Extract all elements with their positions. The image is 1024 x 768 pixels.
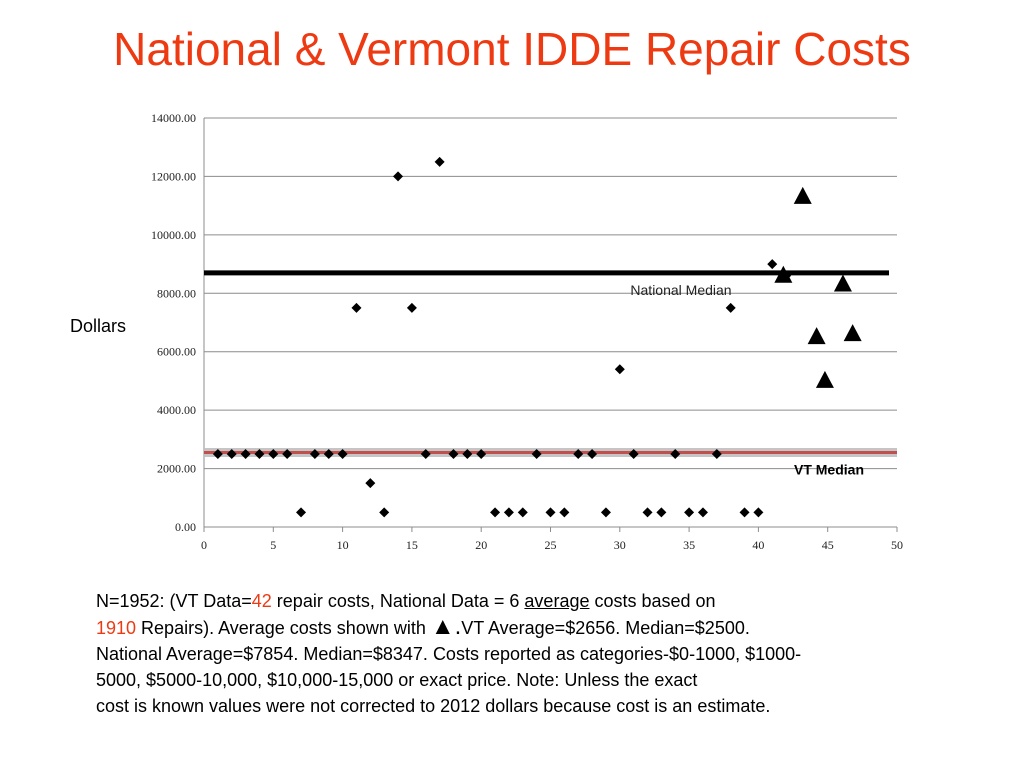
y-tick-label: 4000.00 — [157, 403, 196, 417]
x-tick-label: 25 — [545, 538, 557, 552]
caption-text: costs based on — [589, 591, 716, 611]
data-point-triangle — [774, 265, 793, 283]
data-point-diamond — [517, 507, 528, 518]
data-point-diamond — [240, 448, 251, 459]
data-point-diamond — [462, 448, 473, 459]
x-tick-label: 10 — [337, 538, 349, 552]
x-tick-label: 15 — [406, 538, 418, 552]
slide-title: National & Vermont IDDE Repair Costs — [113, 23, 911, 75]
data-point-diamond — [254, 448, 265, 459]
data-point-diamond — [628, 448, 639, 459]
data-point-diamond — [448, 448, 459, 459]
data-point-diamond — [573, 448, 584, 459]
data-point-diamond — [282, 448, 293, 459]
data-point-diamond — [684, 507, 695, 518]
data-point-diamond — [406, 302, 417, 313]
y-tick-label: 12000.00 — [151, 169, 196, 183]
x-tick-label: 0 — [201, 538, 207, 552]
vt-median-label: VT Median — [794, 462, 864, 478]
x-tick-label: 45 — [822, 538, 834, 552]
caption-text: 5000, $5000-10,000, $10,000-15,000 or ex… — [96, 670, 698, 690]
x-tick-label: 50 — [891, 538, 903, 552]
data-point-diamond — [420, 448, 431, 459]
y-axis-label: Dollars — [70, 316, 127, 336]
data-point-diamond — [531, 448, 542, 459]
data-point-triangle — [815, 370, 834, 388]
data-point-diamond — [559, 507, 570, 518]
data-points — [212, 156, 862, 518]
x-tick-label: 20 — [475, 538, 487, 552]
chart-axes: 0.00 2000.00 4000.00 6000.00 8000.00 10000.00… — [151, 111, 903, 552]
data-point-diamond — [212, 448, 223, 459]
data-point-diamond — [642, 507, 653, 518]
national-median-label: National Median — [630, 282, 731, 298]
data-point-diamond — [296, 507, 307, 518]
data-point-diamond — [739, 507, 750, 518]
caption-text: average — [524, 591, 590, 611]
data-point-diamond — [600, 507, 611, 518]
y-tick-label: 0.00 — [175, 520, 196, 534]
caption-text: cost is known values were not corrected … — [96, 696, 771, 716]
data-point-diamond — [753, 507, 764, 518]
data-point-diamond — [545, 507, 556, 518]
data-point-diamond — [268, 448, 279, 459]
y-tick-label: 14000.00 — [151, 111, 196, 125]
data-point-diamond — [490, 507, 501, 518]
data-point-diamond — [323, 448, 334, 459]
data-point-diamond — [337, 448, 348, 459]
data-point-diamond — [697, 507, 708, 518]
data-point-diamond — [434, 156, 445, 167]
data-point-diamond — [725, 302, 736, 313]
vt-count: 42 — [251, 591, 272, 611]
caption-text: repair costs, National Data = 6 — [271, 591, 525, 611]
data-point-diamond — [670, 448, 681, 459]
data-point-triangle — [843, 324, 862, 342]
data-point-diamond — [365, 478, 376, 489]
data-point-diamond — [587, 448, 598, 459]
x-tick-label: 40 — [752, 538, 764, 552]
caption: N=1952: (VT Data=42 repair costs, Nation… — [96, 588, 996, 719]
caption-text: N=1952: (VT Data= — [96, 591, 252, 611]
caption-text: VT Average=$2656. Median=$2500. — [461, 618, 750, 638]
scatter-chart: 0.00 2000.00 4000.00 6000.00 8000.00 10000.00… — [151, 111, 903, 552]
national-count: 1910 — [96, 618, 137, 638]
data-point-diamond — [503, 507, 514, 518]
triangle-icon: ▲. — [430, 613, 462, 640]
y-tick-label: 8000.00 — [157, 286, 196, 300]
x-tick-label: 30 — [614, 538, 626, 552]
data-point-diamond — [351, 302, 362, 313]
data-point-diamond — [226, 448, 237, 459]
data-point-diamond — [379, 507, 390, 518]
x-tick-label: 5 — [270, 538, 276, 552]
data-point-diamond — [767, 259, 778, 270]
data-point-diamond — [476, 448, 487, 459]
reference-lines: National Median VT Median — [204, 270, 897, 478]
data-point-triangle — [833, 274, 852, 292]
x-tick-label: 35 — [683, 538, 695, 552]
data-point-triangle — [807, 327, 826, 345]
caption-text: National Average=$7854. Median=$8347. Co… — [96, 644, 802, 664]
data-point-diamond — [711, 448, 722, 459]
data-point-triangle — [793, 186, 812, 204]
data-point-diamond — [393, 171, 404, 182]
y-tick-label: 10000.00 — [151, 228, 196, 242]
y-tick-label: 6000.00 — [157, 345, 196, 359]
caption-text: Repairs). Average costs shown with — [136, 618, 431, 638]
data-point-diamond — [656, 507, 667, 518]
y-tick-label: 2000.00 — [157, 462, 196, 476]
data-point-diamond — [309, 448, 320, 459]
data-point-diamond — [614, 364, 625, 375]
